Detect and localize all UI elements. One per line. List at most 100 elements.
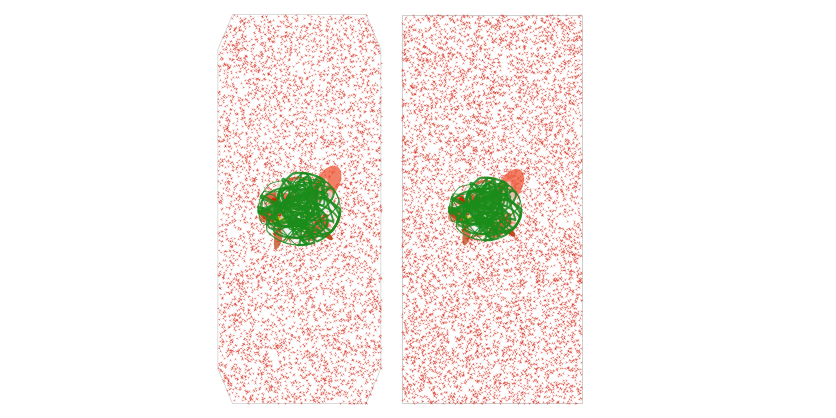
Point <box>212 270 226 276</box>
Point <box>472 44 486 51</box>
Point <box>415 15 429 21</box>
Point <box>523 149 537 156</box>
Point <box>472 56 485 62</box>
Point <box>511 302 524 308</box>
Point <box>411 305 425 312</box>
Point <box>333 78 346 84</box>
Point <box>492 377 506 384</box>
Point <box>529 87 543 94</box>
Point <box>420 285 433 291</box>
Ellipse shape <box>270 198 296 230</box>
Point <box>247 176 260 183</box>
Point <box>479 340 492 347</box>
Point <box>420 196 433 203</box>
Point <box>531 46 544 53</box>
Point <box>303 153 317 160</box>
Point <box>225 347 238 353</box>
Point <box>219 110 232 116</box>
Point <box>479 127 492 134</box>
Point <box>234 300 247 307</box>
Point <box>570 364 584 371</box>
Point <box>226 262 239 268</box>
Point <box>218 142 232 148</box>
Point <box>431 229 445 236</box>
Point <box>532 175 545 181</box>
Point <box>240 47 253 54</box>
Point <box>324 45 337 51</box>
Point <box>539 154 553 161</box>
Point <box>412 225 426 232</box>
Point <box>513 221 527 227</box>
Point <box>223 22 237 28</box>
Point <box>338 30 351 37</box>
Point <box>247 264 261 271</box>
Point <box>479 165 492 172</box>
Point <box>220 84 233 90</box>
Point <box>535 52 548 59</box>
Point <box>454 206 467 212</box>
Point <box>466 30 480 36</box>
Point <box>295 317 308 324</box>
Point <box>299 371 313 378</box>
Point <box>563 323 577 330</box>
Point <box>321 142 334 149</box>
Point <box>553 63 567 69</box>
Point <box>415 60 428 67</box>
Point <box>545 173 558 180</box>
Point <box>458 263 472 269</box>
Ellipse shape <box>497 186 508 194</box>
Point <box>551 272 564 278</box>
Point <box>265 158 278 164</box>
Point <box>527 288 540 294</box>
Point <box>283 131 296 138</box>
Point <box>271 26 284 33</box>
Point <box>426 21 440 28</box>
Point <box>569 33 583 40</box>
Point <box>407 163 421 169</box>
Point <box>317 376 330 382</box>
Point <box>488 287 502 293</box>
Point <box>471 229 484 236</box>
Point <box>303 31 317 37</box>
Point <box>555 318 568 325</box>
Point <box>446 393 459 399</box>
Point <box>322 173 335 180</box>
Point <box>324 369 338 375</box>
Point <box>544 380 558 387</box>
Point <box>273 23 287 29</box>
Point <box>466 88 480 95</box>
Point <box>487 329 501 336</box>
Point <box>460 272 473 278</box>
Point <box>462 283 476 290</box>
Point <box>514 389 528 395</box>
Point <box>511 184 524 191</box>
Point <box>481 98 494 105</box>
Point <box>323 306 336 313</box>
Point <box>533 203 547 210</box>
Point <box>543 127 556 133</box>
Point <box>522 346 536 352</box>
Point <box>536 360 549 367</box>
Point <box>330 155 344 162</box>
Point <box>396 227 410 233</box>
Point <box>334 133 348 140</box>
Point <box>548 110 562 116</box>
Point <box>364 131 377 138</box>
Point <box>521 227 534 234</box>
Point <box>223 129 237 136</box>
Point <box>336 58 349 65</box>
Point <box>212 137 225 144</box>
Point <box>399 206 412 212</box>
Point <box>280 160 293 167</box>
Point <box>531 51 544 58</box>
Point <box>222 186 236 193</box>
Point <box>318 311 331 317</box>
Point <box>427 291 441 298</box>
Point <box>303 141 317 148</box>
Point <box>289 251 303 258</box>
Point <box>424 202 437 209</box>
Ellipse shape <box>289 182 292 184</box>
Point <box>213 48 227 55</box>
Point <box>286 273 299 280</box>
Point <box>322 152 335 158</box>
